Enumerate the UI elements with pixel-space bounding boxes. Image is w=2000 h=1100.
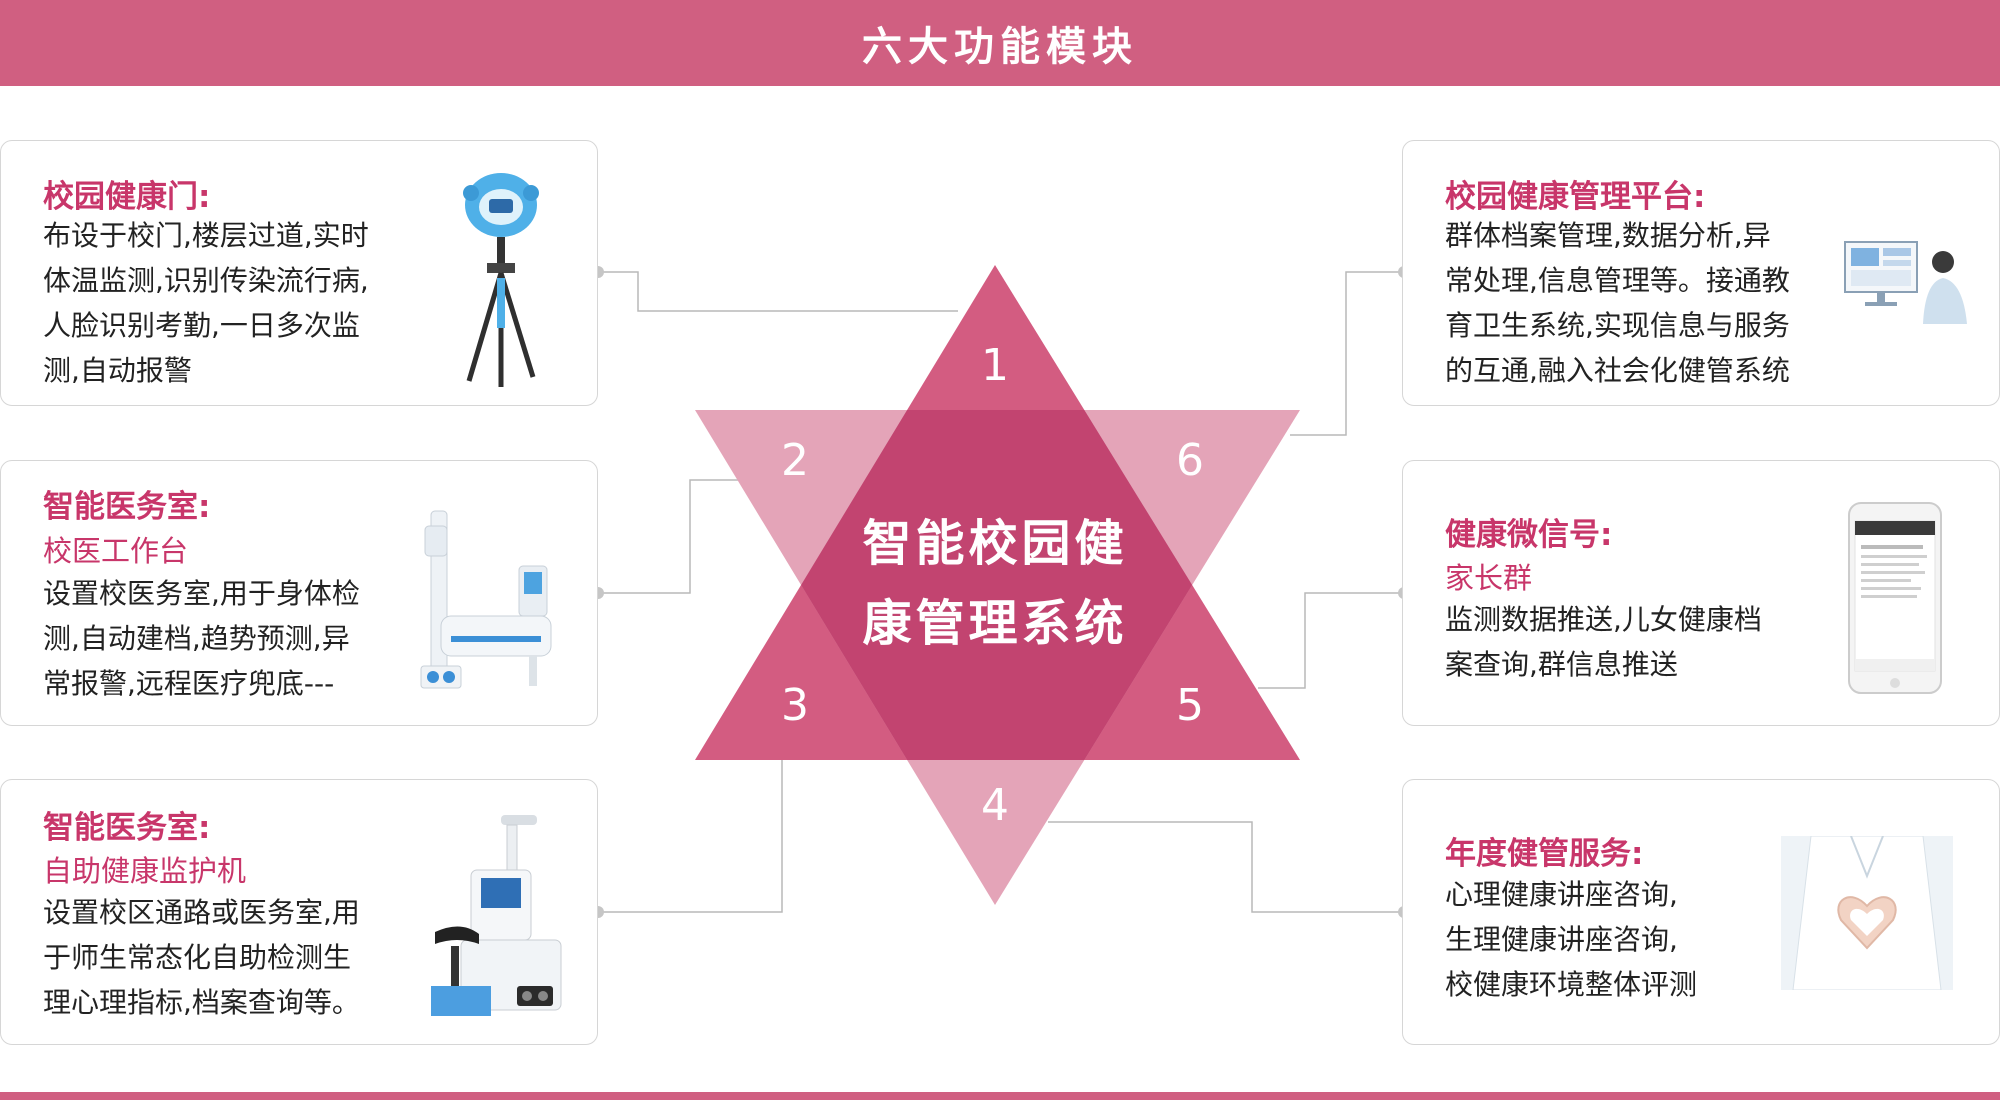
health-check-station-icon xyxy=(420,510,552,689)
star-number-6: 6 xyxy=(1176,435,1204,486)
card-description: 设置校区通路或医务室,用 于师生常态化自助检测生 理心理指标,档案查询等。 xyxy=(43,890,360,1025)
card-title: 年度健管服务: xyxy=(1445,836,1644,872)
connector-2 xyxy=(598,479,738,594)
center-title-line1: 智能校园健 xyxy=(862,515,1128,572)
star-number-1: 1 xyxy=(981,340,1009,391)
thermal-camera-tripod-icon xyxy=(463,173,539,387)
card-subtitle: 家长群 xyxy=(1445,561,1533,595)
desc-line: 校健康环境整体评测 xyxy=(1445,968,1698,1001)
desc-line: 测,自动建档,趋势预测,异 xyxy=(43,622,350,655)
desc-line: 常处理,信息管理等。接通教 xyxy=(1445,264,1790,297)
card-title: 健康微信号: xyxy=(1445,517,1613,553)
center-title-line2: 康管理系统 xyxy=(862,595,1128,652)
card-health-wechat: 健康微信号: 家长群 监测数据推送,儿女健康档 案查询,群信息推送 xyxy=(1402,460,2000,726)
card-description: 心理健康讲座咨询, 生理健康讲座咨询, 校健康环境整体评测 xyxy=(1445,872,1697,1007)
bottom-bar xyxy=(0,1092,2000,1100)
desc-line: 测,自动报警 xyxy=(43,354,192,387)
card-campus-health-platform: 校园健康管理平台: 群体档案管理,数据分析,异 常处理,信息管理等。接通教 育卫… xyxy=(1402,140,2000,406)
desc-line: 设置校区通路或医务室,用 xyxy=(43,896,360,929)
header-bar: 六大功能模块 xyxy=(0,0,2000,86)
desc-line: 理心理指标,档案查询等。 xyxy=(43,986,360,1019)
desc-line: 设置校医务室,用于身体检 xyxy=(43,577,360,610)
card-subtitle: 校医工作台 xyxy=(43,534,189,568)
center-title: 智能校园健 康管理系统 xyxy=(830,504,1160,664)
card-description: 监测数据推送,儿女健康档 案查询,群信息推送 xyxy=(1445,597,1762,687)
desc-line: 布设于校门,楼层过道,实时 xyxy=(43,219,369,252)
self-service-kiosk-icon xyxy=(431,815,562,1016)
triangle-overlap xyxy=(695,410,1300,760)
connector-4 xyxy=(1048,821,1404,913)
card-title: 智能医务室: xyxy=(43,489,211,525)
card-description: 设置校医务室,用于身体检 测,自动建档,趋势预测,异 常报警,远程医疗兜底--- xyxy=(43,571,360,706)
card-smart-clinic-kiosk: 智能医务室: 自助健康监护机 设置校区通路或医务室,用 于师生常态化自助检测生 … xyxy=(0,779,598,1045)
desc-line: 常报警,远程医疗兜底--- xyxy=(43,667,335,700)
smartphone-icon xyxy=(1848,502,1942,694)
star-number-4: 4 xyxy=(981,780,1009,831)
card-description: 群体档案管理,数据分析,异 常处理,信息管理等。接通教 育卫生系统,实现信息与服… xyxy=(1445,213,1790,393)
connector-5 xyxy=(1258,592,1404,689)
doctor-heart-hands-icon xyxy=(1781,836,1953,990)
star-number-3: 3 xyxy=(781,680,809,731)
desc-line: 监测数据推送,儿女健康档 xyxy=(1445,603,1762,636)
connector-3 xyxy=(598,758,783,913)
desc-line: 人脸识别考勤,一日多次监 xyxy=(43,309,360,342)
card-description: 布设于校门,楼层过道,实时 体温监测,识别传染流行病, 人脸识别考勤,一日多次监… xyxy=(43,213,369,393)
desc-line: 案查询,群信息推送 xyxy=(1445,648,1678,681)
card-campus-health-gate: 校园健康门: 布设于校门,楼层过道,实时 体温监测,识别传染流行病, 人脸识别考… xyxy=(0,140,598,406)
card-title: 校园健康门: xyxy=(43,179,211,215)
card-smart-clinic-workstation: 智能医务室: 校医工作台 设置校医务室,用于身体检 测,自动建档,趋势预测,异 … xyxy=(0,460,598,726)
desc-line: 育卫生系统,实现信息与服务 xyxy=(1445,309,1790,342)
connector-1 xyxy=(598,271,958,312)
desc-line: 于师生常态化自助检测生 xyxy=(43,941,352,974)
card-annual-health-service: 年度健管服务: 心理健康讲座咨询, 生理健康讲座咨询, 校健康环境整体评测 xyxy=(1402,779,2000,1045)
star-number-5: 5 xyxy=(1176,680,1204,731)
desc-line: 心理健康讲座咨询, xyxy=(1445,878,1678,911)
connector-6 xyxy=(1290,271,1404,436)
card-subtitle: 自助健康监护机 xyxy=(43,854,247,888)
page-title: 六大功能模块 xyxy=(862,24,1138,70)
desc-line: 群体档案管理,数据分析,异 xyxy=(1445,219,1771,252)
monitor-operator-icon xyxy=(1844,241,1967,324)
card-title: 智能医务室: xyxy=(43,810,211,846)
star-number-2: 2 xyxy=(781,435,809,486)
desc-line: 生理健康讲座咨询, xyxy=(1445,923,1678,956)
desc-line: 体温监测,识别传染流行病, xyxy=(43,264,369,297)
card-title: 校园健康管理平台: xyxy=(1445,179,1706,215)
desc-line: 的互通,融入社会化健管系统 xyxy=(1445,354,1790,387)
